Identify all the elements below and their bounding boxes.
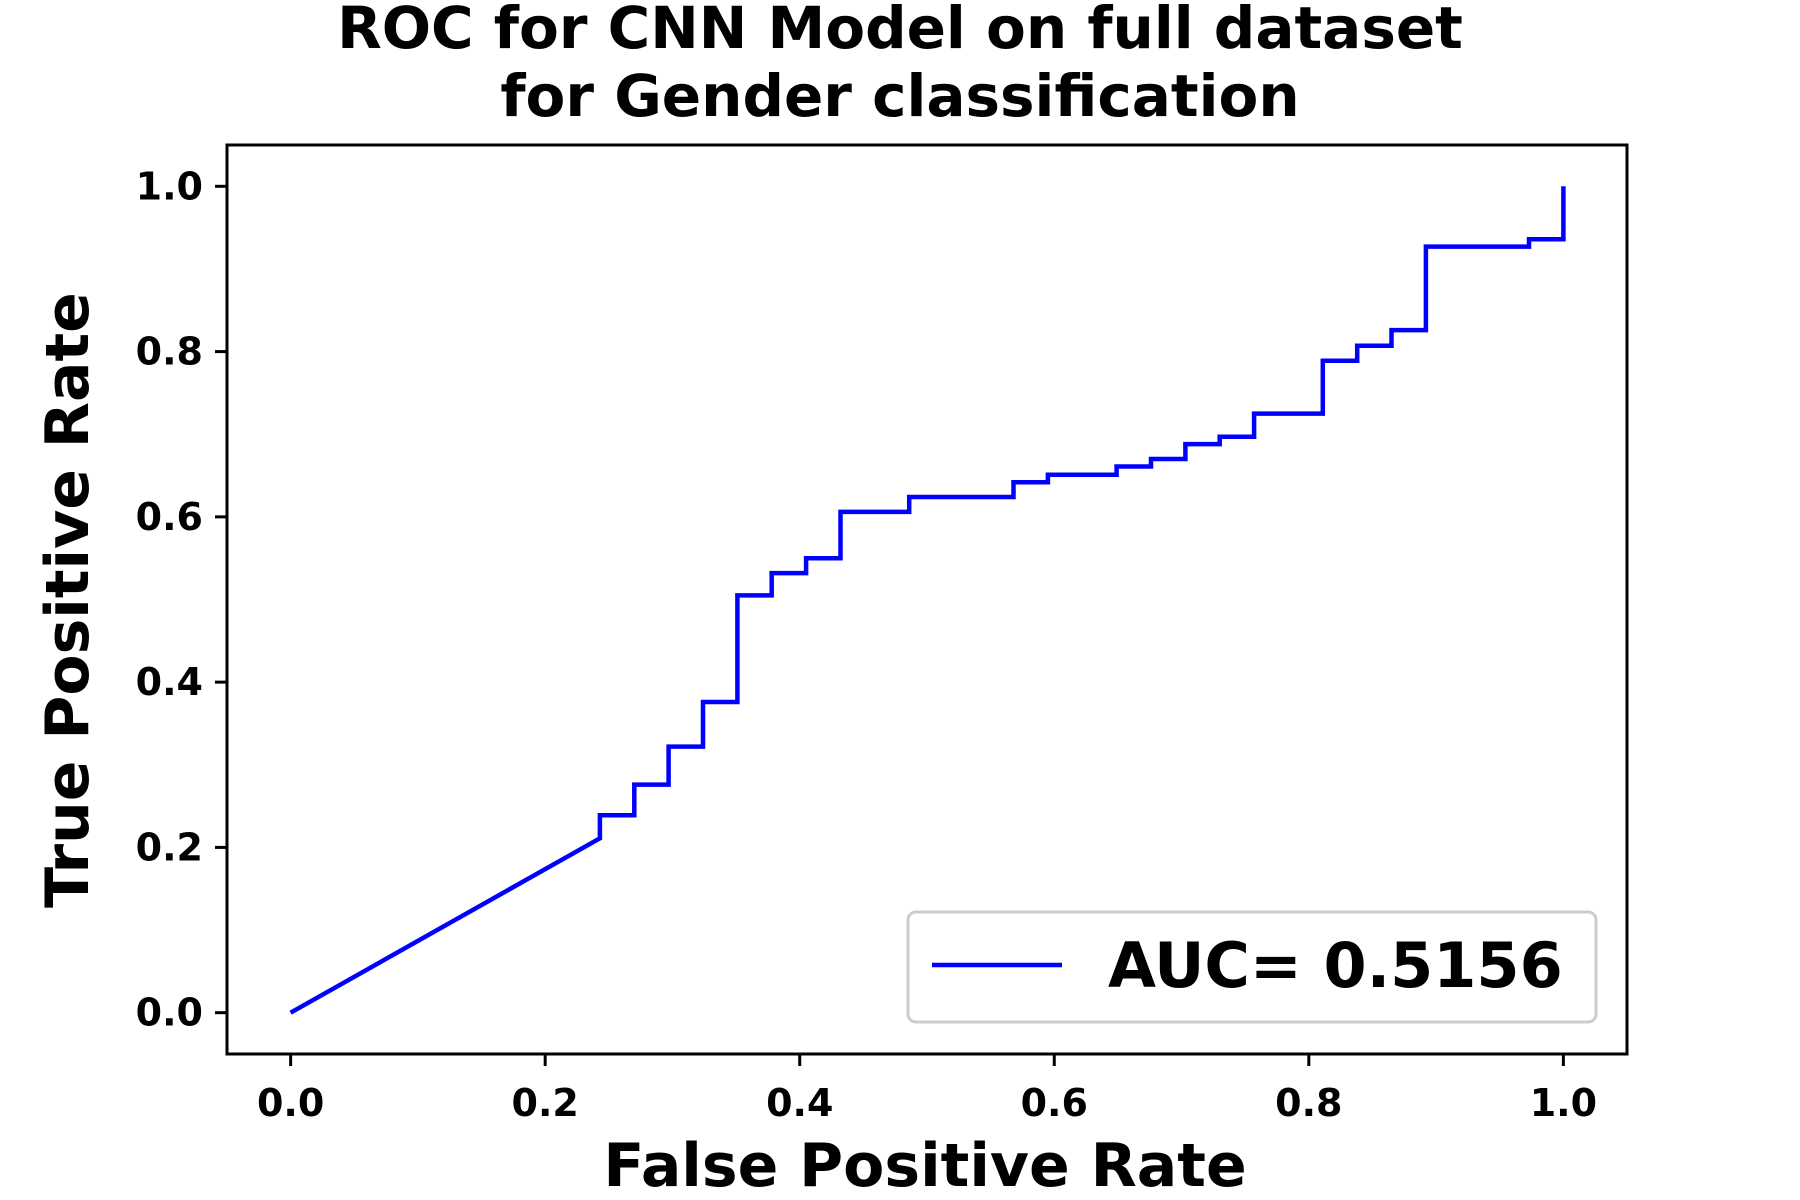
chart-title-line-1: ROC for CNN Model on full dataset xyxy=(337,0,1463,62)
y-tick-label: 0.8 xyxy=(136,330,203,374)
roc-curve-line xyxy=(289,186,1566,1015)
y-tick-label: 0.0 xyxy=(136,991,203,1035)
legend-box xyxy=(906,910,1598,1024)
axis-ticks: 0.0 0.2 0.4 0.6 0.8 1.0 0.0 0.2 0.4 0.6 0.8 1.0 xyxy=(136,164,1597,1125)
x-tick-label: 0.0 xyxy=(257,1081,324,1125)
x-tick-label: 0.6 xyxy=(1021,1081,1088,1125)
legend: AUC= 0.5156 xyxy=(906,910,1598,1024)
x-tick-label: 0.4 xyxy=(766,1081,833,1125)
x-tick-label: 0.8 xyxy=(1275,1081,1342,1125)
y-axis-label: True Positive Rate xyxy=(33,292,103,908)
y-tick-label: 0.4 xyxy=(136,660,203,704)
chart-title-line-2: for Gender classification xyxy=(500,62,1299,130)
x-tick-label: 0.2 xyxy=(512,1081,579,1125)
y-tick-label: 0.6 xyxy=(136,495,203,539)
legend-label: AUC= 0.5156 xyxy=(1108,929,1563,1002)
plot-area-frame xyxy=(225,143,1629,1056)
x-axis-label: False Positive Rate xyxy=(603,1131,1246,1200)
y-tick-label: 1.0 xyxy=(136,164,203,208)
y-tick-label: 0.2 xyxy=(136,825,203,869)
series-layer xyxy=(289,186,1566,1015)
x-tick-label: 1.0 xyxy=(1530,1081,1597,1125)
